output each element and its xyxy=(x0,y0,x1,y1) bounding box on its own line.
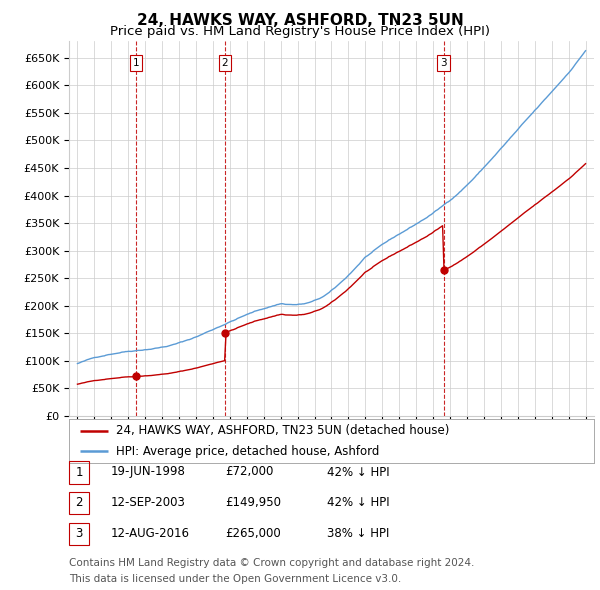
Text: HPI: Average price, detached house, Ashford: HPI: Average price, detached house, Ashf… xyxy=(116,445,380,458)
Text: 42% ↓ HPI: 42% ↓ HPI xyxy=(327,466,389,478)
Text: 12-AUG-2016: 12-AUG-2016 xyxy=(111,527,190,540)
Text: 24, HAWKS WAY, ASHFORD, TN23 5UN: 24, HAWKS WAY, ASHFORD, TN23 5UN xyxy=(137,13,463,28)
Text: 2: 2 xyxy=(76,496,83,509)
Text: 12-SEP-2003: 12-SEP-2003 xyxy=(111,496,186,509)
Text: 2: 2 xyxy=(221,58,228,68)
Text: 42% ↓ HPI: 42% ↓ HPI xyxy=(327,496,389,509)
Text: 24, HAWKS WAY, ASHFORD, TN23 5UN (detached house): 24, HAWKS WAY, ASHFORD, TN23 5UN (detach… xyxy=(116,424,449,437)
Text: This data is licensed under the Open Government Licence v3.0.: This data is licensed under the Open Gov… xyxy=(69,574,401,584)
Text: 1: 1 xyxy=(133,58,140,68)
Text: 1: 1 xyxy=(76,466,83,478)
Text: £72,000: £72,000 xyxy=(225,466,274,478)
Text: 38% ↓ HPI: 38% ↓ HPI xyxy=(327,527,389,540)
Text: Price paid vs. HM Land Registry's House Price Index (HPI): Price paid vs. HM Land Registry's House … xyxy=(110,25,490,38)
Text: Contains HM Land Registry data © Crown copyright and database right 2024.: Contains HM Land Registry data © Crown c… xyxy=(69,558,475,568)
Text: 3: 3 xyxy=(76,527,83,540)
Text: 19-JUN-1998: 19-JUN-1998 xyxy=(111,466,186,478)
Text: £265,000: £265,000 xyxy=(225,527,281,540)
Text: £149,950: £149,950 xyxy=(225,496,281,509)
Text: 3: 3 xyxy=(440,58,447,68)
